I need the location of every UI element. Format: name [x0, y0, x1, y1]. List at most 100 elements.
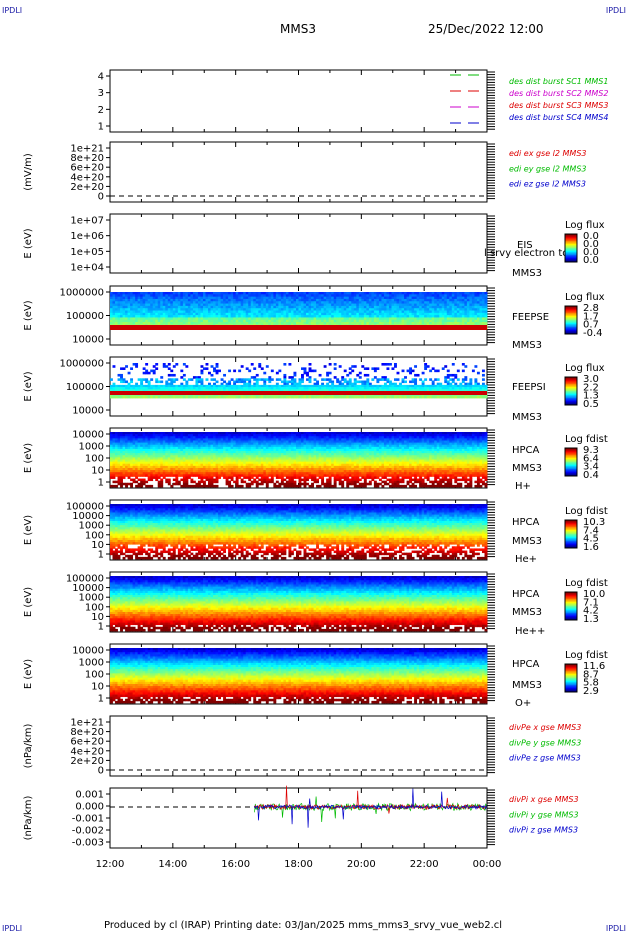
spectrogram-cell — [168, 313, 171, 316]
spectrogram-cell — [299, 299, 302, 302]
spectrogram-cell — [467, 301, 470, 304]
spectrogram-cell — [261, 306, 264, 309]
spectrogram-cell — [464, 294, 467, 297]
spectrogram-cell — [226, 301, 229, 304]
spectrogram-cell — [271, 313, 274, 316]
spectrogram-cell — [195, 474, 198, 477]
spectrogram-cell — [409, 315, 412, 318]
spectrogram-cell — [128, 311, 131, 314]
spectrogram-cell — [236, 299, 239, 302]
spectrogram-cell — [386, 299, 389, 302]
spectrogram-cell — [474, 322, 477, 325]
spectrogram-cell — [346, 322, 349, 325]
spectrogram-cell — [482, 301, 485, 304]
spectrogram-cell — [404, 308, 407, 311]
spectrogram-cell — [319, 317, 322, 320]
spectrogram-cell — [160, 308, 163, 311]
spectrogram-cell — [296, 308, 299, 311]
spectrogram-cell — [472, 308, 475, 311]
spectrogram-cell — [422, 322, 425, 325]
spectrogram-cell — [175, 396, 178, 399]
spectrogram-cell — [253, 304, 256, 307]
y-axis-label: E (eV) — [23, 300, 34, 330]
spectrogram-cell — [291, 304, 294, 307]
y-tick-label: 2 — [98, 105, 104, 116]
spectrogram-cell — [437, 378, 440, 381]
spectrogram-cell — [143, 299, 146, 302]
y-tick-label: 10000 — [72, 335, 104, 346]
spectrogram-cell — [140, 294, 143, 297]
spectrogram-cell — [253, 294, 256, 297]
spectrogram-cell — [231, 311, 234, 314]
spectrogram-cell — [394, 294, 397, 297]
spectrogram-cell — [299, 320, 302, 323]
spectrogram-cell — [449, 311, 452, 314]
spectrogram-cell — [402, 301, 405, 304]
spectrogram-cell — [155, 306, 158, 309]
spectrogram-cell — [153, 308, 156, 311]
spectrogram-cell — [208, 372, 211, 375]
spectrogram-cell — [379, 306, 382, 309]
spectrogram-cell — [346, 299, 349, 302]
spectrogram-cell — [173, 304, 176, 307]
spectrogram-cell — [138, 311, 141, 314]
spectrogram-cell — [356, 320, 359, 323]
spectrogram-cell — [316, 315, 319, 318]
spectrogram-cell — [439, 320, 442, 323]
spectrogram-cell — [311, 315, 314, 318]
spectrogram-cell — [359, 311, 362, 314]
spectrogram-cell — [419, 313, 422, 316]
spectrogram-cell — [404, 396, 407, 399]
spectrogram-cell — [407, 306, 410, 309]
spectrogram-cell — [273, 304, 276, 307]
spectrogram-cell — [364, 301, 367, 304]
spectrogram-cell — [278, 306, 281, 309]
spectrogram-cell — [158, 301, 161, 304]
spectrogram-cell — [243, 396, 246, 399]
spectrogram-cell — [394, 313, 397, 316]
spectrogram-cell — [386, 301, 389, 304]
spectrogram-cell — [213, 378, 216, 381]
spectrogram-cell — [163, 292, 166, 295]
spectrogram-cell — [349, 308, 352, 311]
spectrogram-cell — [238, 396, 241, 399]
spectrogram-cell — [133, 315, 136, 318]
spectrogram-cell — [211, 315, 214, 318]
spectrogram-cell — [409, 372, 412, 375]
spectrogram-cell — [268, 292, 271, 295]
spectrogram-cell — [301, 311, 304, 314]
spectrogram-cell — [457, 306, 460, 309]
spectrogram-cell — [399, 306, 402, 309]
instrument-label: FEEPSI — [512, 382, 546, 393]
spectrogram-cell — [180, 292, 183, 295]
spectrogram-cell — [386, 381, 389, 384]
spectrogram-cell — [394, 317, 397, 320]
spectrogram-cell — [123, 308, 126, 311]
spectrogram-cell — [467, 311, 470, 314]
spectrogram-cell — [140, 315, 143, 318]
spectrogram-cell — [434, 297, 437, 300]
spectrogram-cell — [437, 299, 440, 302]
spectrogram-cell — [291, 306, 294, 309]
spectrogram-cell — [150, 308, 153, 311]
spectrogram-cell — [336, 313, 339, 316]
spectrogram-cell — [371, 317, 374, 320]
spectrogram-cell — [391, 299, 394, 302]
spectrogram-cell — [165, 308, 168, 311]
spectrogram-cell — [216, 320, 219, 323]
spectrogram-cell — [404, 381, 407, 384]
spectrogram-cell — [150, 479, 153, 482]
spectrogram-cell — [165, 299, 168, 302]
spectrogram-cell — [409, 301, 412, 304]
spectrogram-cell — [243, 322, 246, 325]
spectrogram-cell — [356, 299, 359, 302]
spectrogram-cell — [168, 317, 171, 320]
spectrogram-cell — [424, 301, 427, 304]
spectrogram-cell — [133, 322, 136, 325]
spectrogram-cell — [238, 306, 241, 309]
spectrogram-cell — [482, 304, 485, 307]
spectrogram-cell — [143, 304, 146, 307]
spectrogram-cell — [301, 396, 304, 399]
spectrogram-cell — [437, 317, 440, 320]
spectrogram-cell — [135, 313, 138, 316]
